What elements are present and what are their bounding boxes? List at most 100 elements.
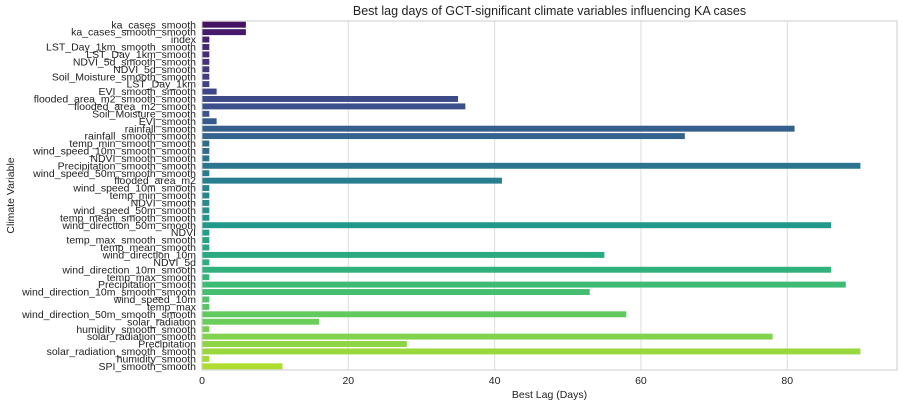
- y-tick-label: wind_speed_10m_smooth: [72, 183, 196, 195]
- bar-rainfall_smooth: [202, 125, 795, 132]
- bar-temp_max: [202, 303, 210, 310]
- bar-ka_cases_smooth_smooth: [202, 29, 246, 36]
- y-tick-label: wind_speed_10m: [113, 294, 197, 306]
- y-tick-label: humidity_smooth_smooth: [76, 324, 196, 336]
- bar-wind_direction_10m_smooth: [202, 266, 832, 273]
- bar-NDVI_smooth_smooth: [202, 155, 210, 162]
- bar-solar_radiation_smooth_smooth: [202, 348, 861, 355]
- x-tick-labels: 0 20 40 60 80: [199, 375, 793, 387]
- bar-temp_min_smooth: [202, 192, 210, 199]
- y-tick-label: LST_Day_1km_smooth_smooth: [46, 42, 196, 54]
- bar-wind_speed_10m: [202, 296, 210, 303]
- y-tick-label: EVI_smooth: [139, 116, 196, 128]
- bar-solar_radiation: [202, 318, 320, 325]
- bar-LST_Day_1km_smooth: [202, 51, 210, 58]
- y-tick-label: rainfall_smooth_smooth: [85, 131, 197, 143]
- bar-flooded_area_m2_smooth_smooth: [202, 95, 459, 102]
- bar-NDVI: [202, 229, 210, 236]
- y-tick-label: index: [171, 34, 197, 46]
- x-tick-label: 80: [781, 375, 793, 387]
- y-tick-label: ka_cases_smooth_smooth: [71, 27, 196, 39]
- bar-temp_mean_smooth: [202, 244, 210, 251]
- bar-NDVI_5d_smooth_smooth: [202, 58, 210, 65]
- y-tick-label: Precipitation: [138, 339, 196, 351]
- y-tick-label: temp_max: [147, 301, 197, 313]
- y-tick-label: wind_direction_50m_smooth: [61, 220, 196, 232]
- bar-wind_direction_50m_smooth: [202, 222, 832, 229]
- y-tick-label: flooded_area_m2: [114, 175, 196, 187]
- y-tick-label: solar_radiation_smooth_smooth: [47, 346, 197, 358]
- bar-Precipitation: [202, 341, 407, 347]
- y-tick-label: wind_direction_10m_smooth_smooth: [21, 287, 196, 299]
- bar-solar_radiation_smooth: [202, 333, 773, 340]
- bar-wind_speed_50m_smooth: [202, 207, 210, 214]
- bar-wind_speed_10m_smooth: [202, 185, 210, 192]
- y-tick-label: wind_speed_50m_smooth: [72, 205, 196, 217]
- y-tick-label: Soil_Moisture_smooth_smooth: [52, 71, 196, 83]
- y-tick-label: Soil_Moisture_smooth: [92, 108, 196, 120]
- x-tick-label: 40: [489, 375, 501, 387]
- y-tick-label: LST_Day_1km: [127, 79, 197, 91]
- bar-EVI_smooth_smooth: [202, 88, 217, 95]
- y-tick-labels: ka_cases_smoothka_cases_smooth_smoothind…: [21, 19, 197, 373]
- y-tick-label: Precipitation_smooth_smooth: [58, 160, 196, 172]
- y-tick-label: wind_direction_10m: [102, 250, 197, 262]
- bar-EVI_smooth: [202, 118, 217, 125]
- x-tick-label: 20: [342, 375, 354, 387]
- y-tick-label: solar_radiation_smooth: [87, 331, 196, 343]
- bar-temp_max_smooth_smooth: [202, 237, 210, 244]
- y-tick-label: flooded_area_m2_smooth_smooth: [34, 94, 196, 106]
- bar-NDVI_5d: [202, 259, 210, 266]
- x-axis-title: Best Lag (Days): [512, 389, 587, 401]
- y-tick-label: LST_Day_1km_smooth: [86, 49, 196, 61]
- y-tick-label: NDVI_smooth: [131, 198, 197, 210]
- bar-flooded_area_m2: [202, 177, 502, 184]
- bar-Precipitation_smooth: [202, 281, 846, 288]
- plot-frame: [201, 20, 898, 371]
- bars: [202, 21, 861, 370]
- y-tick-label: NDVI_smooth_smooth: [90, 153, 196, 165]
- bar-rainfall_smooth_smooth: [202, 133, 685, 140]
- bar-ka_cases_smooth: [202, 21, 246, 28]
- bar-humidity_smooth_smooth: [202, 326, 210, 333]
- bar-temp_max_smooth: [202, 274, 210, 281]
- bar-Soil_Moisture_smooth: [202, 110, 210, 117]
- y-tick-label: temp_mean_smooth_smooth: [60, 212, 196, 224]
- y-tick-label: temp_min_smooth_smooth: [69, 138, 196, 150]
- bar-index: [202, 36, 210, 43]
- y-tick-label: wind_speed_50m_smooth_smooth: [32, 168, 196, 180]
- y-tick-label: temp_min_smooth: [110, 190, 197, 202]
- y-tick-label: temp_max_smooth: [107, 272, 196, 284]
- y-tick-label: solar_radiation: [127, 316, 196, 328]
- y-tick-label: rainfall_smooth: [125, 123, 196, 135]
- y-tick-label: wind_direction_10m_smooth: [61, 264, 196, 276]
- y-tick-label: humidity_smooth: [117, 353, 197, 365]
- bar-SPI_smooth_smooth: [202, 363, 283, 370]
- bar-wind_speed_50m_smooth_smooth: [202, 170, 210, 177]
- chart-title: Best lag days of GCT-significant climate…: [353, 4, 746, 18]
- bar-temp_mean_smooth_smooth: [202, 214, 210, 221]
- bar-LST_Day_1km_smooth_smooth: [202, 44, 210, 50]
- y-tick-label: NDVI: [171, 227, 196, 239]
- y-tick-label: NDVI_5d: [153, 257, 196, 269]
- y-tick-label: NDVI_5d_smooth_smooth: [73, 56, 196, 68]
- bar-wind_speed_10m_smooth_smooth: [202, 147, 210, 154]
- bar-wind_direction_10m: [202, 251, 605, 258]
- y-tick-label: EVI_smooth_smooth: [99, 86, 197, 98]
- bar-wind_direction_10m_smooth_smooth: [202, 289, 590, 296]
- y-tick-label: temp_mean_smooth: [100, 242, 196, 254]
- y-tick-label: ka_cases_smooth: [111, 19, 196, 31]
- bar-Precipitation_smooth_smooth: [202, 162, 861, 169]
- bar-humidity_smooth: [202, 355, 210, 362]
- grid-lines: [201, 21, 788, 370]
- bar-temp_min_smooth_smooth: [202, 140, 210, 147]
- bar-Soil_Moisture_smooth_smooth: [202, 73, 210, 80]
- x-tick-label: 60: [635, 375, 647, 387]
- bar-wind_direction_50m_smooth_smooth: [202, 311, 627, 318]
- y-tick-label: Precipitation_smooth: [98, 279, 196, 291]
- bar-NDVI_smooth: [202, 199, 210, 206]
- bar-flooded_area_m2_smooth: [202, 103, 466, 110]
- bar-NDVI_5d_smooth: [202, 66, 210, 73]
- y-tick-label: flooded_area_m2_smooth: [74, 101, 196, 113]
